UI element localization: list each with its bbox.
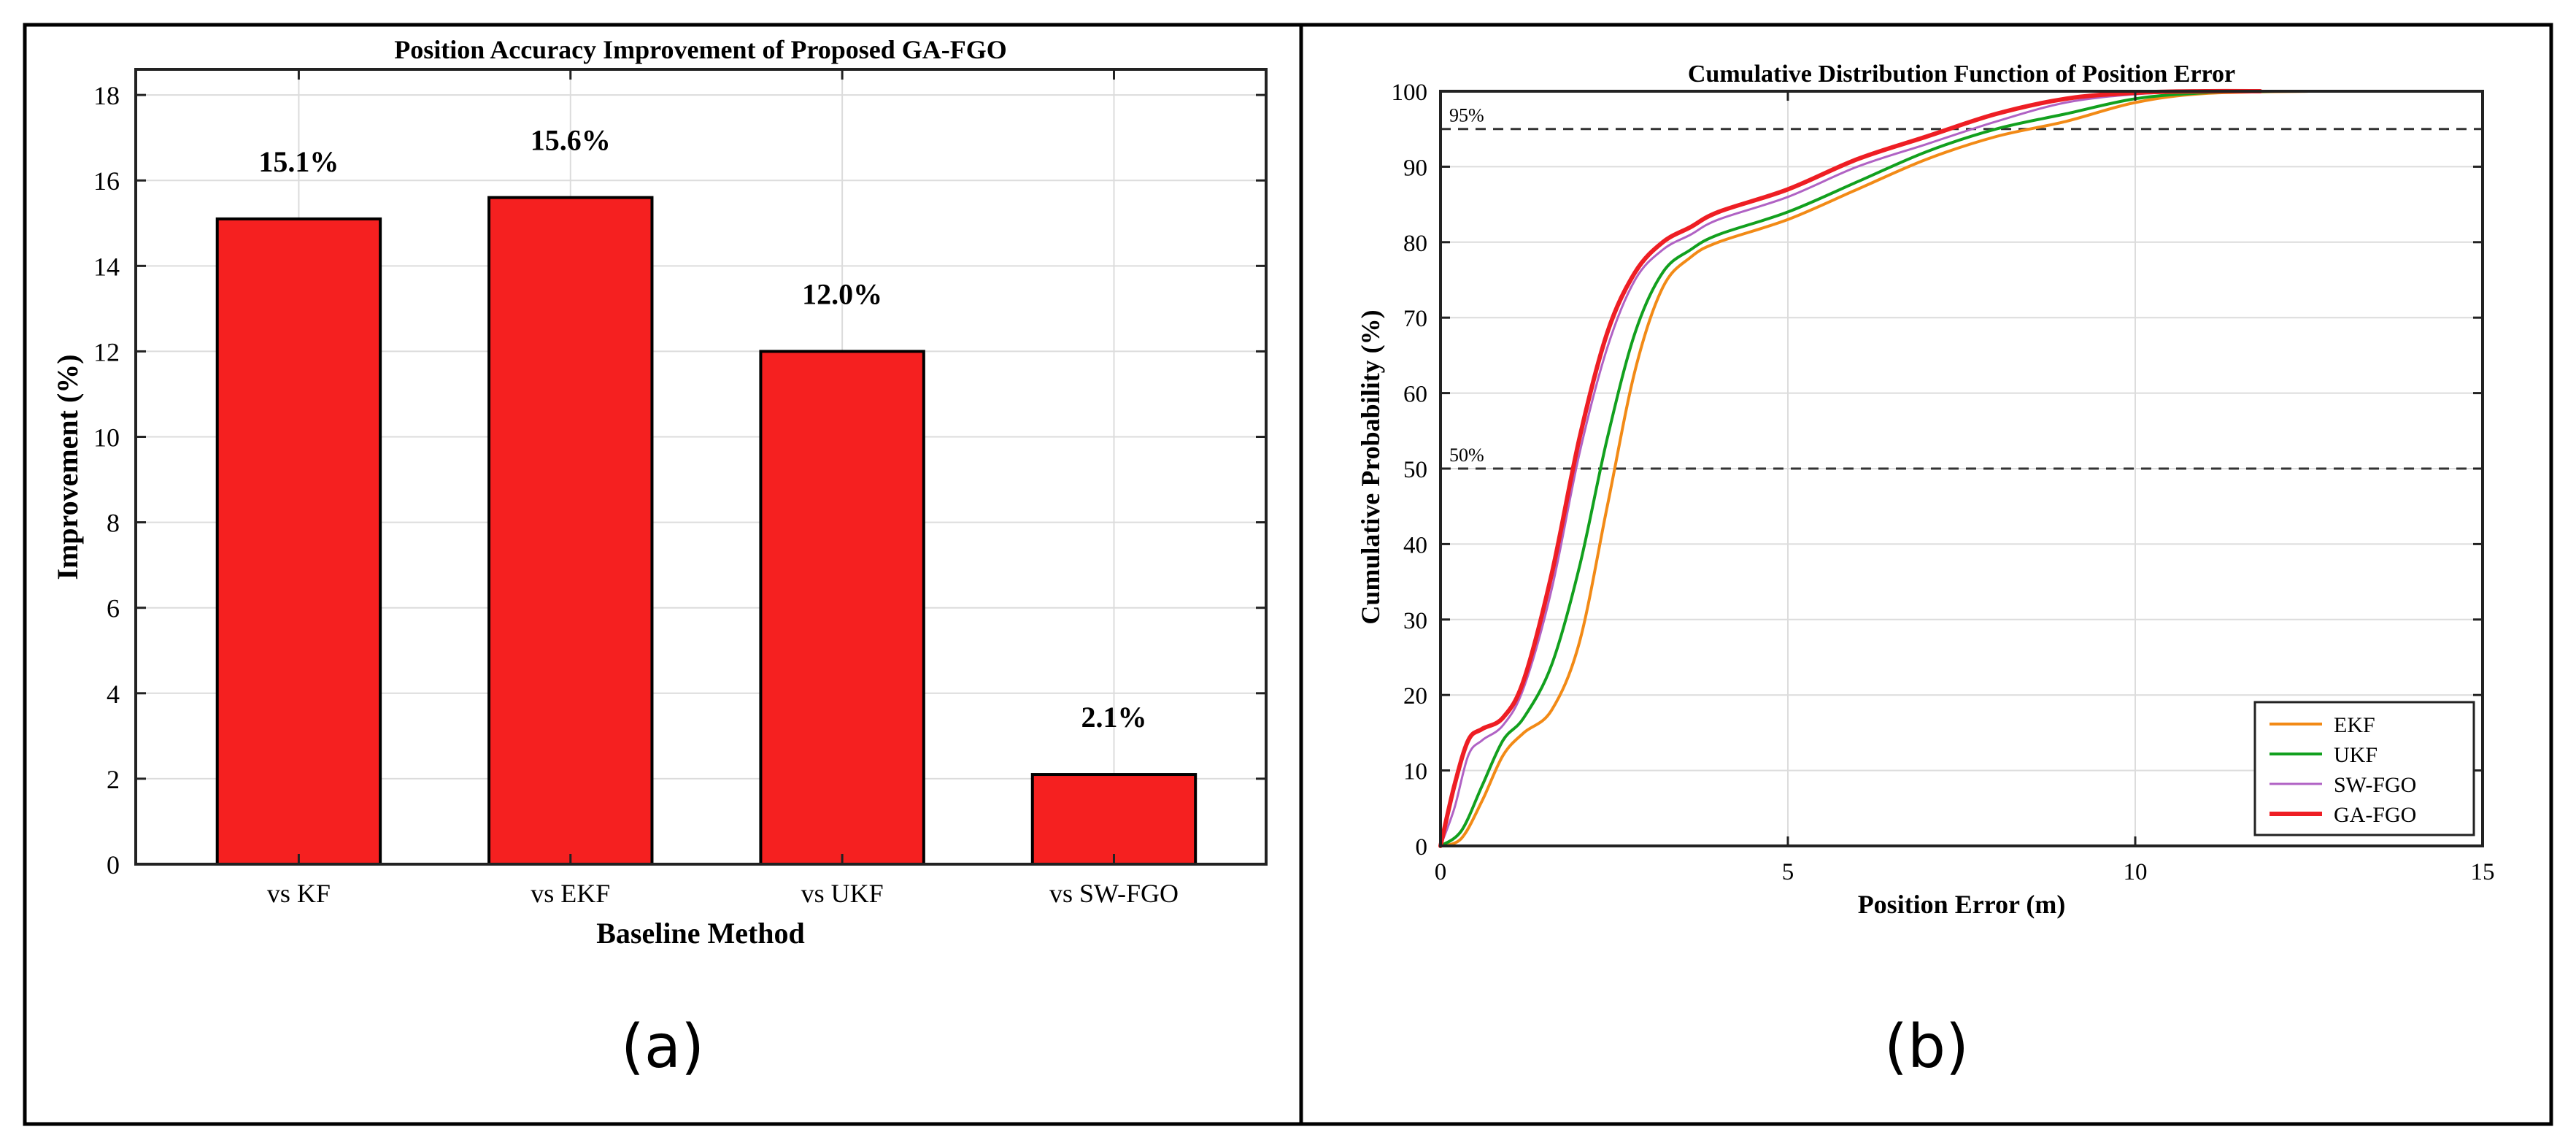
a-bar	[759, 350, 925, 866]
b-y-tick-label: 10	[1403, 759, 1427, 785]
a-y-tick-label: 16	[93, 166, 120, 196]
b-y-tick-label: 80	[1403, 231, 1427, 257]
b-y-tick-label: 90	[1403, 155, 1427, 181]
b-x-tick-label: 15	[2471, 859, 2495, 885]
b-series-line-sw-fgo	[1439, 90, 2206, 847]
a-x-axis-label: Baseline Method	[596, 917, 805, 950]
a-bar	[1030, 773, 1198, 866]
a-y-tick-label: 0	[107, 850, 120, 880]
b-x-tick-label: 0	[1435, 859, 1447, 885]
b-y-axis-label: Cumulative Probability (%)	[1356, 309, 1385, 624]
a-ticks: 0 2 4 6 8 10 12 14 16 18 vs KF vs EKF vs UKF vs SW-FG…	[93, 69, 1266, 908]
a-y-tick-label: 14	[93, 252, 120, 281]
b-legend-label: GA-FGO	[2334, 803, 2416, 827]
b-series-line-ekf	[1439, 90, 2310, 847]
b-y-tick-label: 60	[1403, 382, 1427, 408]
b-series-line-ukf	[1439, 90, 2276, 847]
b-grid-lines	[1440, 91, 2483, 847]
b-legend: EKF UKF SW-FGO GA-FGO	[2253, 701, 2475, 836]
b-y-tick-label: 100	[1392, 80, 1428, 106]
b-reference-label: 95%	[1449, 105, 1484, 126]
a-bar	[215, 217, 382, 866]
a-data-label: 2.1%	[1081, 701, 1146, 734]
b-series-lines	[1438, 88, 2310, 848]
panel-b-cdf-chart: 95% 50% 0 10 20 30 40 50 60 70 80 90 100 0 5 10 15 EKF U…	[1356, 61, 2495, 1082]
a-x-tick-label: vs UKF	[801, 879, 884, 908]
b-title: Cumulative Distribution Function of Posi…	[1688, 61, 2235, 88]
a-panel-label: (a)	[621, 1012, 704, 1082]
a-bars	[215, 196, 1198, 866]
a-y-tick-label: 8	[107, 509, 120, 538]
a-y-tick-label: 10	[93, 423, 120, 453]
a-data-label: 15.6%	[531, 124, 611, 157]
b-y-tick-label: 40	[1403, 532, 1427, 558]
b-y-tick-label: 70	[1403, 306, 1427, 332]
figure-frame	[23, 23, 2553, 1126]
b-ticks: 0 10 20 30 40 50 60 70 80 90 100 0 5 10 15	[1392, 80, 2495, 885]
b-y-tick-label: 30	[1403, 608, 1427, 634]
a-y-tick-label: 18	[93, 81, 120, 110]
a-bar	[487, 196, 654, 866]
b-x-axis-label: Position Error (m)	[1858, 890, 2066, 919]
a-x-tick-label: vs EKF	[531, 879, 610, 908]
b-y-tick-label: 0	[1416, 834, 1428, 861]
a-plot-box	[134, 68, 1268, 866]
a-y-tick-label: 6	[107, 594, 120, 623]
a-data-label: 12.0%	[802, 277, 882, 310]
a-y-axis-label: Improvement (%)	[51, 354, 84, 580]
a-title: Position Accuracy Improvement of Propose…	[394, 35, 1007, 64]
a-data-label: 15.1%	[258, 145, 339, 178]
panel-a-bar-chart: 0 2 4 6 8 10 12 14 16 18 vs KF vs EKF vs UKF vs SW-FG…	[51, 35, 1268, 1082]
b-panel-label: (b)	[1884, 1012, 1969, 1082]
b-legend-label: EKF	[2334, 713, 2375, 737]
a-data-labels: 15.1% 15.6% 12.0% 2.1%	[258, 124, 1146, 734]
b-reference-label: 50%	[1449, 445, 1484, 466]
a-x-tick-label: vs KF	[267, 879, 331, 908]
b-x-tick-label: 10	[2124, 859, 2148, 885]
b-series-line-ga-fgo	[1438, 88, 2263, 848]
a-y-tick-label: 4	[107, 680, 120, 709]
b-reference-lines: 95% 50%	[1441, 105, 2483, 470]
b-y-tick-label: 20	[1403, 683, 1427, 709]
b-y-tick-label: 50	[1403, 457, 1427, 483]
a-x-tick-label: vs SW-FGO	[1049, 879, 1179, 908]
b-legend-label: SW-FGO	[2334, 773, 2416, 797]
a-y-tick-label: 2	[107, 765, 120, 794]
a-y-tick-label: 12	[93, 337, 120, 366]
b-x-tick-label: 5	[1782, 859, 1794, 885]
b-legend-label: UKF	[2334, 743, 2378, 767]
